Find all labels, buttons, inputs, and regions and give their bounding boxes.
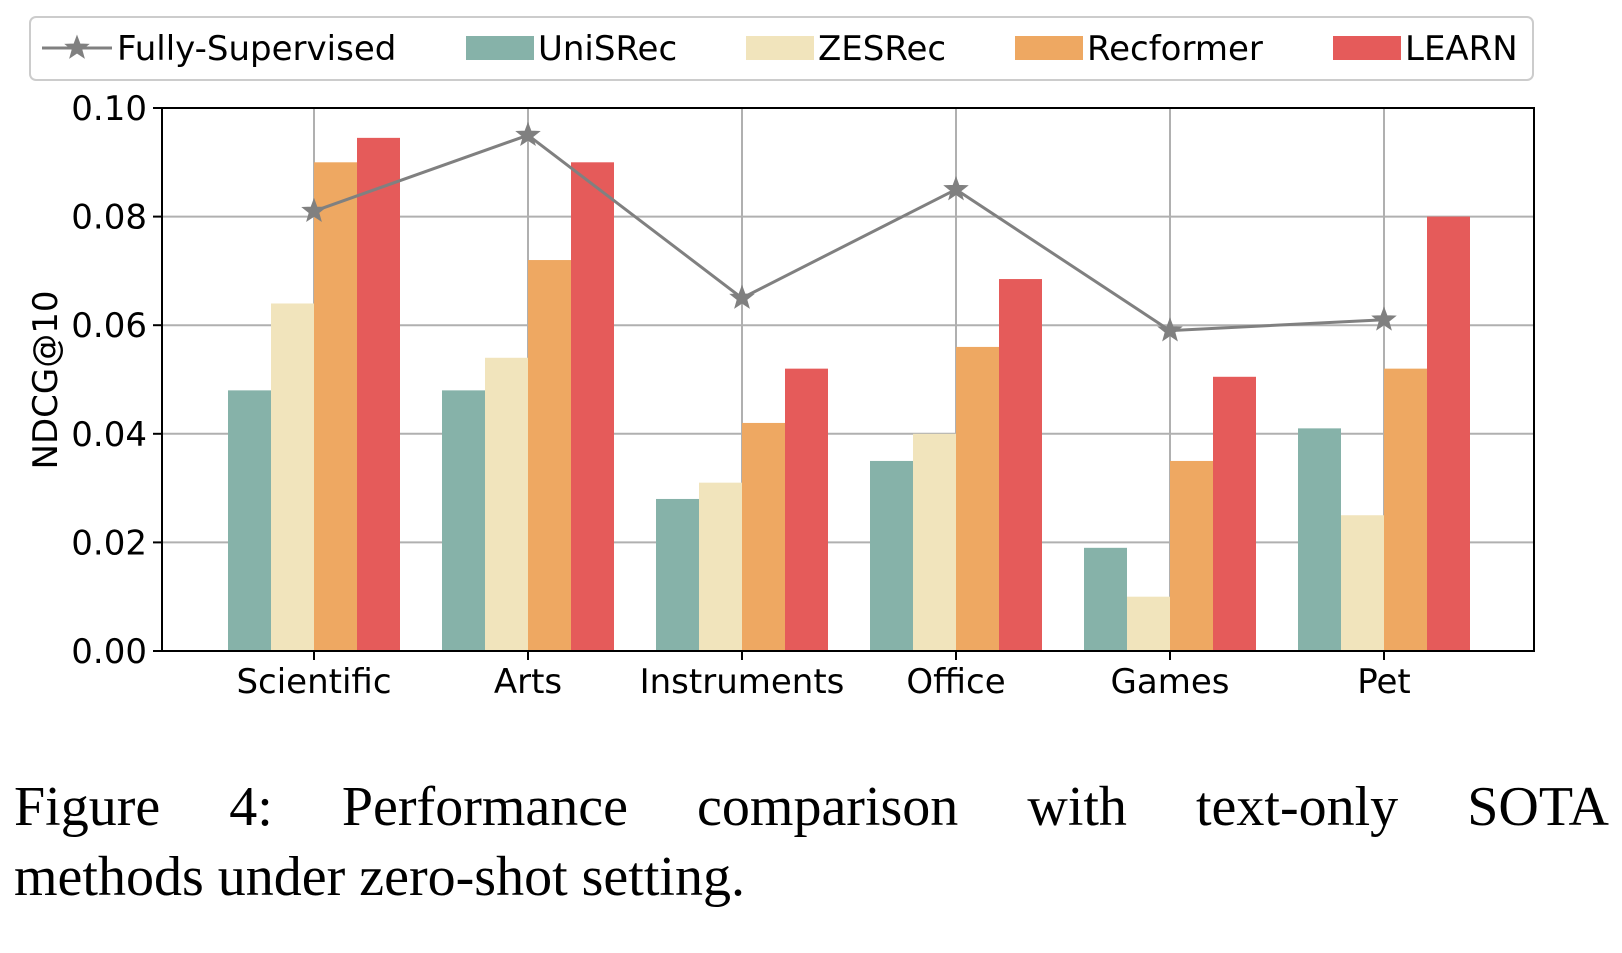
bar-zesrec-scientific bbox=[271, 303, 314, 651]
y-tick-label: 0.00 bbox=[71, 632, 147, 672]
fully-supervised-point-arts bbox=[515, 121, 541, 147]
bar-recformer-scientific bbox=[314, 162, 357, 652]
legend-label-zesrec: ZESRec bbox=[818, 29, 946, 69]
legend: Fully-Supervised UniSRec ZESRec Recformer LE… bbox=[29, 16, 1534, 81]
fully-supervised-point-scientific bbox=[301, 197, 327, 223]
x-tick-label-pet: Pet bbox=[1357, 662, 1411, 702]
figure-caption: Figure 4: Performance comparison with te… bbox=[14, 772, 1609, 912]
bar-zesrec-games bbox=[1127, 596, 1170, 651]
y-tick-label: 0.10 bbox=[71, 89, 147, 129]
caption-line-2: methods under zero-shot setting. bbox=[14, 846, 745, 908]
y-axis-label: NDCG@10 bbox=[26, 291, 66, 470]
legend-label-unisrec: UniSRec bbox=[538, 29, 677, 69]
caption-line-1: Figure 4: Performance comparison with te… bbox=[14, 776, 1609, 838]
bar-learn-scientific bbox=[357, 137, 400, 652]
legend-swatch-zesrec bbox=[746, 36, 814, 60]
bar-learn-arts bbox=[571, 162, 614, 652]
fully-supervised-point-pet bbox=[1371, 306, 1397, 331]
bar-zesrec-arts bbox=[485, 357, 528, 651]
x-tick-label-office: Office bbox=[906, 662, 1005, 702]
bar-zesrec-pet bbox=[1341, 515, 1384, 651]
bar-learn-pet bbox=[1427, 216, 1470, 651]
bar-unisrec-scientific bbox=[228, 390, 271, 651]
x-tick-label-games: Games bbox=[1111, 662, 1230, 702]
x-tick-label-scientific: Scientific bbox=[236, 662, 391, 702]
bar-learn-instruments bbox=[785, 368, 828, 651]
bar-recformer-instruments bbox=[742, 422, 785, 651]
legend-label-recformer: Recformer bbox=[1087, 29, 1263, 69]
y-tick-label: 0.06 bbox=[71, 306, 147, 346]
fully-supervised-point-office bbox=[943, 176, 969, 201]
bar-unisrec-games bbox=[1084, 547, 1127, 651]
x-tick-label-arts: Arts bbox=[494, 662, 562, 702]
x-tick-label-instruments: Instruments bbox=[640, 662, 845, 702]
legend-star-icon bbox=[64, 34, 90, 59]
fully-supervised-point-games bbox=[1157, 317, 1183, 342]
legend-label-learn: LEARN bbox=[1405, 29, 1518, 69]
bar-zesrec-office bbox=[913, 433, 956, 651]
bar-recformer-office bbox=[956, 346, 999, 651]
bars bbox=[228, 137, 1470, 652]
bar-chart: Fully-Supervised UniSRec ZESRec Recformer LE… bbox=[26, 16, 1535, 702]
plot-area-frame bbox=[161, 107, 1535, 652]
bar-recformer-arts bbox=[528, 260, 571, 651]
fully-supervised-point-instruments bbox=[729, 284, 755, 309]
bar-unisrec-arts bbox=[442, 390, 485, 651]
legend-label-fully-supervised: Fully-Supervised bbox=[117, 29, 396, 69]
y-tick-label: 0.08 bbox=[71, 198, 147, 238]
fully-supervised-line bbox=[301, 121, 1397, 342]
bar-unisrec-pet bbox=[1298, 428, 1341, 651]
bar-unisrec-office bbox=[870, 460, 913, 651]
y-axis: 0.00 0.02 0.04 0.06 0.08 0.10 bbox=[71, 89, 162, 672]
bar-zesrec-instruments bbox=[699, 482, 742, 651]
bar-learn-games bbox=[1213, 376, 1256, 651]
legend-swatch-unisrec bbox=[466, 36, 534, 60]
fully-supervised-polyline bbox=[313, 133, 1385, 333]
bar-unisrec-instruments bbox=[656, 498, 699, 651]
y-tick-label: 0.02 bbox=[71, 523, 147, 563]
y-tick-label: 0.04 bbox=[71, 415, 147, 455]
bar-learn-office bbox=[999, 279, 1042, 651]
x-axis: Scientific Arts Instruments Office Games Pet bbox=[236, 651, 1411, 702]
legend-swatch-recformer bbox=[1015, 36, 1083, 60]
legend-swatch-learn bbox=[1333, 36, 1401, 60]
bar-recformer-pet bbox=[1384, 368, 1427, 651]
bar-recformer-games bbox=[1170, 460, 1213, 651]
